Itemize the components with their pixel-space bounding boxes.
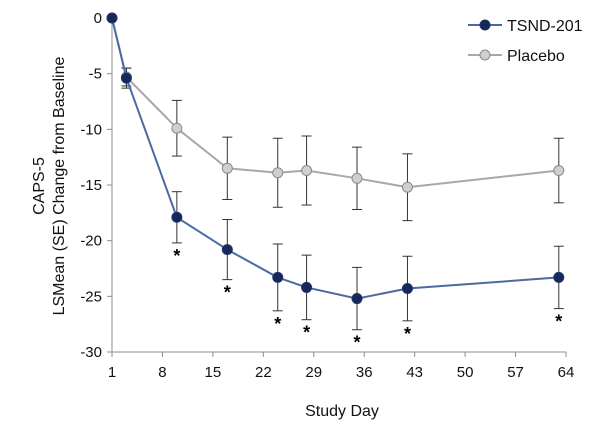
x-tick-label: 29 (305, 364, 322, 381)
data-point-placebo (301, 165, 313, 177)
y-axis-title-line1: CAPS-5 (31, 157, 48, 215)
data-point-tsnd201 (171, 211, 183, 223)
significance-markers: * * * * * * * (173, 246, 562, 353)
x-tick-label: 50 (457, 364, 474, 381)
y-tick-label: -10 (80, 121, 102, 138)
x-tick-label: 15 (205, 364, 222, 381)
significance-asterisk: * (274, 314, 281, 334)
data-point-placebo (272, 167, 284, 179)
x-axis-title: Study Day (305, 403, 379, 420)
x-tick-label: 64 (558, 364, 575, 381)
x-tick-label: 8 (158, 364, 166, 381)
x-tick-label: 1 (108, 364, 116, 381)
series-tsnd201 (106, 12, 565, 331)
data-point-placebo (553, 165, 565, 177)
y-tick-label: -15 (80, 177, 102, 194)
x-tick-label: 57 (507, 364, 524, 381)
x-axis-ticks: 1 8 15 22 29 36 43 50 57 64 (108, 352, 575, 381)
y-tick-label: -5 (89, 66, 102, 83)
significance-asterisk: * (303, 323, 310, 343)
axes (111, 18, 566, 353)
data-point-placebo (401, 181, 413, 193)
y-tick-label: -20 (80, 233, 102, 250)
series-placebo (106, 12, 565, 222)
data-point-placebo (351, 172, 363, 184)
y-axis-ticks: 0 -5 -10 -15 -20 -25 -30 (80, 10, 112, 361)
x-tick-label: 22 (255, 364, 272, 381)
x-tick-label: 43 (406, 364, 423, 381)
significance-asterisk: * (173, 246, 180, 266)
significance-asterisk: * (354, 333, 361, 353)
data-point-tsnd201 (401, 283, 413, 295)
data-point-tsnd201 (221, 244, 233, 256)
data-point-tsnd201 (351, 293, 363, 305)
legend-label-tsnd201: TSND-201 (507, 18, 583, 35)
legend-marker-tsnd201 (479, 19, 491, 31)
legend: TSND-201 Placebo (468, 18, 583, 65)
x-tick-label: 36 (356, 364, 373, 381)
series-layer (106, 12, 565, 331)
y-tick-label: 0 (94, 10, 102, 27)
legend-marker-placebo (479, 49, 491, 61)
significance-asterisk: * (224, 283, 231, 303)
data-point-tsnd201 (106, 12, 118, 24)
data-point-tsnd201 (301, 281, 313, 293)
data-point-placebo (221, 162, 233, 174)
significance-asterisk: * (555, 312, 562, 332)
significance-asterisk: * (404, 324, 411, 344)
data-point-tsnd201 (553, 271, 565, 283)
y-tick-label: -25 (80, 288, 102, 305)
y-tick-label: -30 (80, 344, 102, 361)
series-line-placebo (111, 17, 559, 189)
y-axis-title-line2: LSMean (SE) Change from Baseline (51, 57, 68, 316)
legend-label-placebo: Placebo (507, 48, 565, 65)
data-point-placebo (171, 122, 183, 134)
data-point-tsnd201 (120, 72, 132, 84)
data-point-tsnd201 (272, 271, 284, 283)
